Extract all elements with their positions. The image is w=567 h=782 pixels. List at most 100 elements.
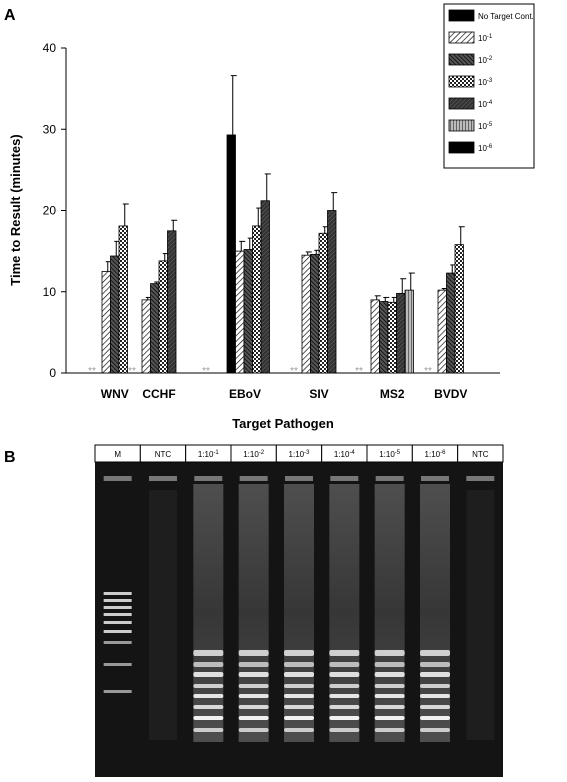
gel-well — [375, 476, 404, 481]
gel-lane-label: 1:10-2 — [243, 450, 265, 459]
dna-band — [329, 684, 360, 688]
gel-well — [149, 476, 177, 481]
bar — [110, 255, 120, 374]
legend-entry: 10-1 — [478, 34, 493, 43]
below-detection-marker: ** — [290, 366, 298, 377]
dna-band — [284, 728, 314, 732]
ladder-band — [103, 621, 132, 624]
legend-entry: 10-3 — [478, 78, 493, 87]
dna-band — [420, 662, 450, 667]
gel-lane-label: NTC — [155, 450, 172, 459]
dna-band — [420, 728, 450, 732]
gel-well — [194, 476, 223, 481]
category-label: CCHF — [142, 387, 175, 401]
gel-lane-label: 1:10-5 — [379, 450, 401, 459]
gel-lane-label: 1:10-4 — [334, 450, 356, 459]
dna-smear — [420, 484, 450, 742]
dna-band — [238, 716, 269, 720]
ladder-band — [103, 606, 132, 609]
legend-entry: No Target Cont. — [478, 12, 534, 21]
bar — [370, 299, 380, 374]
dna-band — [420, 672, 450, 677]
dna-band — [374, 694, 405, 698]
dna-band — [329, 650, 360, 656]
dna-band — [374, 684, 405, 688]
legend-swatch — [448, 53, 475, 66]
below-detection-marker: ** — [424, 366, 432, 377]
gel-lane-label: M — [114, 450, 121, 459]
bar — [167, 230, 177, 374]
category-label: WNV — [101, 387, 129, 401]
dna-band — [329, 728, 360, 732]
dna-band — [193, 650, 224, 656]
bar — [235, 250, 245, 374]
bar — [310, 253, 320, 374]
legend-entry: 10-2 — [478, 56, 493, 65]
bar — [387, 301, 397, 374]
dna-band — [238, 672, 269, 677]
dna-band — [238, 650, 269, 656]
dna-band — [193, 705, 224, 709]
panel-a-letter: A — [4, 7, 16, 24]
bar — [226, 134, 236, 374]
dna-band — [238, 728, 269, 732]
bar — [252, 225, 262, 374]
dna-band — [284, 662, 314, 667]
dna-band — [420, 705, 450, 709]
legend-entry: 10-4 — [478, 100, 493, 109]
x-axis-title: Target Pathogen — [232, 416, 334, 431]
gel-well — [103, 476, 132, 481]
bar — [260, 200, 270, 374]
dna-smear — [374, 484, 405, 742]
panel-b-letter: B — [4, 449, 16, 466]
dna-band — [420, 684, 450, 688]
y-tick-label: 40 — [43, 41, 57, 55]
dna-band — [284, 684, 314, 688]
ladder-band — [103, 663, 132, 666]
dna-band — [329, 705, 360, 709]
category-label: EBoV — [229, 387, 261, 401]
dna-band — [420, 716, 450, 720]
dna-band — [374, 650, 405, 656]
dna-band — [329, 672, 360, 677]
gel-well — [330, 476, 359, 481]
bar — [404, 289, 414, 374]
dna-smear — [284, 484, 314, 742]
below-detection-marker: ** — [202, 366, 210, 377]
dna-band — [284, 650, 314, 656]
bar — [437, 289, 447, 374]
dna-band — [193, 672, 224, 677]
y-tick-label: 20 — [43, 204, 57, 218]
dna-band — [238, 662, 269, 667]
gel-lane-label: 1:10-3 — [289, 450, 311, 459]
y-axis-title: Time to Result (minutes) — [8, 134, 23, 285]
below-detection-marker: ** — [88, 366, 96, 377]
dna-band — [374, 705, 405, 709]
ladder-band — [103, 599, 132, 602]
dna-band — [329, 662, 360, 667]
gel-image: M NTC 1:10-1 1:10-2 1:10-3 1:10-4 1:10-5 1:10-6… — [94, 444, 504, 777]
dna-band — [374, 672, 405, 677]
bar — [141, 299, 151, 374]
ladder-band — [103, 690, 132, 693]
legend-swatch — [448, 97, 475, 110]
dna-band — [329, 694, 360, 698]
legend-swatch — [448, 119, 475, 132]
below-detection-marker: ** — [355, 366, 363, 377]
gel-well — [421, 476, 449, 481]
bar-chart: 0 10 20 30 40 WNV CCHF EBoV SIV MS2 BVDV ** ** ** **… — [8, 3, 535, 431]
dna-band — [374, 662, 405, 667]
legend-swatch — [448, 9, 475, 22]
legend: No Target Cont. 10-1 10-2 10-3 10-4 10-5 10-6 — [443, 3, 535, 169]
ladder-band — [103, 630, 132, 633]
dna-smear — [329, 484, 360, 742]
ladder-band — [103, 641, 132, 644]
dna-band — [284, 694, 314, 698]
category-label: SIV — [309, 387, 328, 401]
ladder-band — [103, 613, 132, 616]
y-tick-label: 30 — [43, 122, 57, 136]
empty-lane — [149, 490, 177, 740]
legend-swatch — [448, 75, 475, 88]
ladder-band — [103, 592, 132, 595]
